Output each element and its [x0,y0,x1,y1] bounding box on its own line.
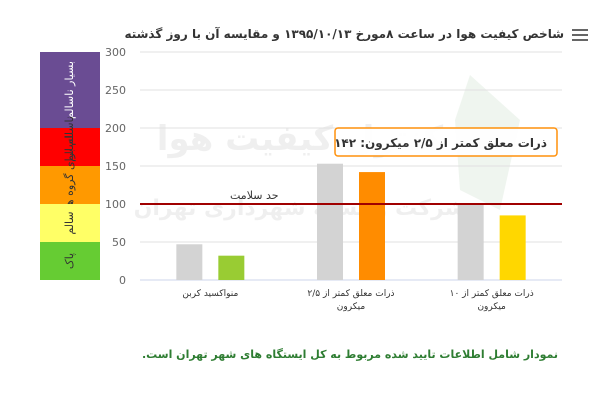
tooltip-text: ذرات معلق کمتر از ۲/۵ میکرون: ۱۴۲ [334,136,547,151]
x-category-label: ذرات معلق کمتر از ۱۰ میکرون [450,289,534,312]
bar[interactable] [499,215,526,280]
aqi-band [40,128,100,166]
bar[interactable] [317,163,343,280]
y-tick-label: 300 [105,46,126,59]
footer-note: نمودار شامل اطلاعات تایید شده مربوط به ک… [141,348,558,361]
menu-icon[interactable] [572,29,588,41]
aqi-band-label: بسیار ناسالم [63,61,76,119]
aqi-band-label: ناسالم [63,132,76,162]
aqi-band [40,52,100,128]
x-category-label: منواکسید کربن [182,289,238,299]
bar[interactable] [457,204,484,280]
y-tick-label: 50 [112,236,126,249]
x-category-label: ذرات معلق کمتر از ۲/۵ میکرون [307,289,394,312]
bar[interactable] [176,244,203,280]
y-tick-label: 200 [105,122,126,135]
aqi-band-label: سالم [63,211,76,234]
watermark-subtitle: شرکت وابسته شهرداری تهران [134,196,467,221]
y-tick-label: 0 [119,274,126,287]
bar[interactable] [359,172,385,280]
chart-title: شاخص کیفیت هوا در ساعت ۸مورخ ۱۳۹۵/۱۰/۱۳ … [124,27,564,41]
aqi-band [40,204,100,242]
reference-line-label: حد سلامت [230,189,279,202]
bar[interactable] [218,255,245,280]
aqi-band [40,242,100,280]
aqi-band-label: پاک [63,253,76,269]
aqi-band [40,166,100,204]
y-tick-label: 100 [105,198,126,211]
y-tick-label: 250 [105,84,126,97]
y-tick-label: 150 [105,160,126,173]
tooltip-box [334,127,558,157]
